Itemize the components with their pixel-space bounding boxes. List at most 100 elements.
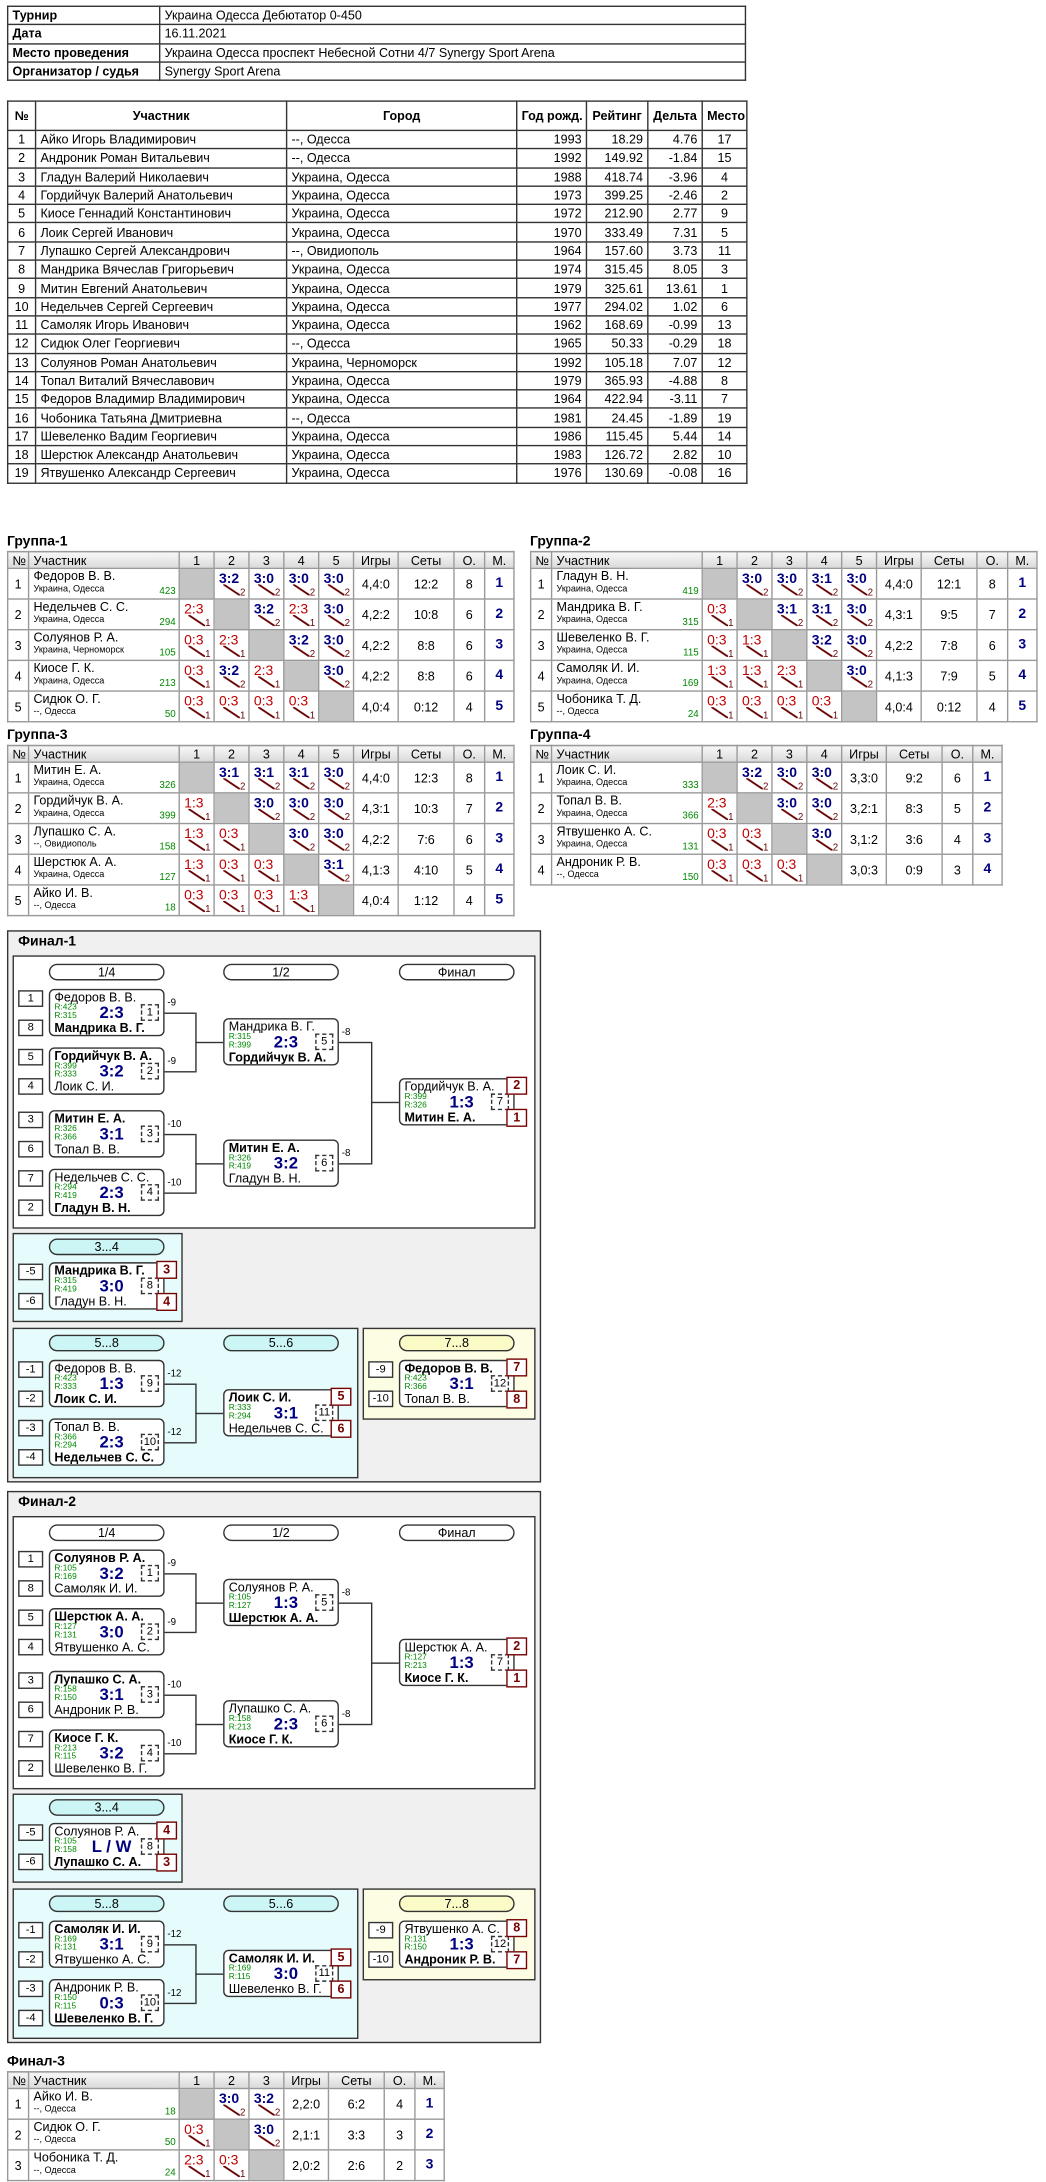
number-cell: 5: [6, 690, 30, 723]
connector: [164, 1442, 196, 1444]
player-cell: Айко И. В. --, Одесса 18: [27, 2087, 180, 2120]
match-points: 1: [309, 619, 316, 629]
result-cell: 3:0 2: [248, 792, 285, 825]
player-name: Самоляк И. И.: [54, 1581, 138, 1596]
header-cell: М.: [483, 550, 515, 570]
match-number: 9: [140, 1375, 159, 1392]
result-cell: 0:3 1: [213, 822, 250, 855]
participant-cell: 1981: [516, 407, 588, 428]
points-cell: 8: [976, 567, 1009, 600]
participant-cell: Украина, Одесса: [285, 278, 518, 299]
player-name: Митин Е. А.: [404, 1110, 476, 1125]
player-city: Украина, Одесса: [556, 778, 628, 788]
games-cell: 2,2:0: [283, 2087, 330, 2120]
result-cell: 0:3 1: [178, 2118, 215, 2151]
player-city: --, Одесса: [33, 707, 76, 717]
player-name: Федоров В. В.: [54, 990, 137, 1005]
match-points: 2: [309, 782, 316, 793]
participant-row: 7 Лупашко Сергей Александрович --, Овидиоп…: [6, 240, 748, 261]
loser-destination: -9: [167, 998, 177, 1009]
player-name: Гладун В. Н.: [228, 1171, 302, 1186]
match-score: 3:0: [811, 796, 832, 812]
games-cell: 4,3:1: [352, 792, 399, 825]
self-cell: [317, 884, 355, 917]
player-rating: 169: [682, 679, 699, 689]
slash: [223, 900, 240, 913]
participant-cell: Шевеленко Вадим Георгиевич: [34, 426, 288, 447]
header-row: № Участник 1 2 3 Игры Сеты О. М.: [6, 2071, 445, 2090]
number-cell: 4: [6, 853, 30, 886]
player-rating: 158: [159, 842, 176, 853]
slash: [258, 2135, 275, 2147]
header-cell: 2: [213, 2071, 250, 2090]
seed: 8: [18, 1019, 44, 1037]
slash: [292, 839, 310, 851]
result-cell: 3:1 2: [806, 598, 843, 631]
participant-cell: 4: [6, 185, 37, 206]
seed: -3: [18, 1419, 44, 1437]
result-cell: 1:3 1: [178, 853, 215, 886]
group-row: 5 Сидюк О. Г. --, Одесса 50 0:3 1 0:3 1 0:3 1 0:3 1…: [6, 690, 515, 723]
match-points: 1: [728, 843, 734, 854]
group-table: № Участник 1 2 3 4 Игры Сеты О. М. 1 Лоик С. И. Укра…: [529, 744, 1003, 886]
player-name: Солуянов Р. А.: [54, 1550, 146, 1565]
match-score: 3:0: [288, 827, 309, 843]
match-points: 1: [205, 619, 211, 629]
number-cell: 3: [529, 628, 553, 662]
participant-cell: 8: [701, 370, 748, 391]
match-score: 1:3: [449, 1652, 474, 1673]
header-cell: М.: [414, 2071, 445, 2090]
participant-cell: --, Одесса: [285, 129, 518, 150]
match-points: 2: [344, 782, 351, 793]
player-rating: R:127: [404, 1654, 427, 1663]
group-row: 3 Ятвушенко А. С. Украина, Одесса 131 0:3 1 0:…: [529, 822, 1003, 855]
loser-destination: -8: [341, 1149, 351, 1159]
slash: [258, 584, 275, 596]
result-cell: 3:1 2: [283, 761, 320, 794]
player-rating: 294: [159, 617, 176, 628]
points-cell: 4: [453, 690, 486, 723]
player-rating: R:213: [404, 1662, 427, 1671]
match-score: 3:0: [218, 2092, 240, 2108]
connector: [164, 1944, 196, 1946]
slash: [746, 676, 763, 688]
player-rating: R:399: [54, 1062, 77, 1072]
points-cell: 8: [453, 567, 486, 600]
match-number: 2: [140, 1062, 159, 1080]
match-points: 1: [205, 843, 211, 854]
header-cell: 5: [840, 550, 878, 570]
seed: 3: [18, 1111, 44, 1129]
match-score: 1:3: [184, 857, 204, 874]
player-rating: R:419: [54, 1192, 77, 1201]
header-cell: 5: [317, 744, 355, 763]
participant-row: 12 Сидюк Олег Георгиевич --, Одесса 1965 50.…: [6, 333, 748, 354]
seed: 2: [18, 1760, 44, 1777]
place-cell: 1: [414, 2087, 445, 2120]
match-box: Федоров В. В. R:423 R:333 Лоик С. И. 1:3 9: [48, 1359, 165, 1408]
info-row: Турнир Украина Одесса Дебютатор 0-450: [6, 5, 747, 26]
participant-cell: 6: [701, 296, 748, 317]
player-name: Сидюк О. Г.: [33, 2119, 101, 2134]
slash: [711, 870, 729, 882]
place-cell: 4: [483, 853, 515, 886]
info-value: Украина Одесса проспект Небесной Сотни 4…: [158, 42, 747, 63]
participant-cell: Украина, Одесса: [285, 203, 518, 224]
participant-cell: 16: [701, 463, 748, 484]
seed: -4: [18, 2009, 44, 2027]
player-name: Шерстюк А. А.: [228, 1610, 319, 1625]
match-number: 3: [140, 1686, 159, 1703]
match-number: 11: [315, 1404, 334, 1422]
slash: [815, 615, 833, 627]
player-city: Украина, Одесса: [556, 808, 628, 819]
match-points: 2: [797, 588, 804, 599]
points-cell: 6: [453, 659, 486, 692]
slash: [188, 808, 206, 821]
player-name: Топал В. В.: [404, 1391, 470, 1406]
sets-cell: 12:3: [397, 761, 455, 794]
match-number: 2: [140, 1623, 159, 1641]
player-cell: Самоляк И. И. Украина, Одесса 169: [550, 659, 703, 692]
group-row: 2 Гордийчук В. А. Украина, Одесса 399 1:3 1 3:…: [6, 792, 515, 825]
final-title: Финал-1: [18, 934, 77, 950]
player-rating: R:115: [54, 2002, 77, 2012]
match-box: Ятвушенко А. С. R:131 R:150 Андроник Р. В. 1…: [398, 1920, 515, 1968]
